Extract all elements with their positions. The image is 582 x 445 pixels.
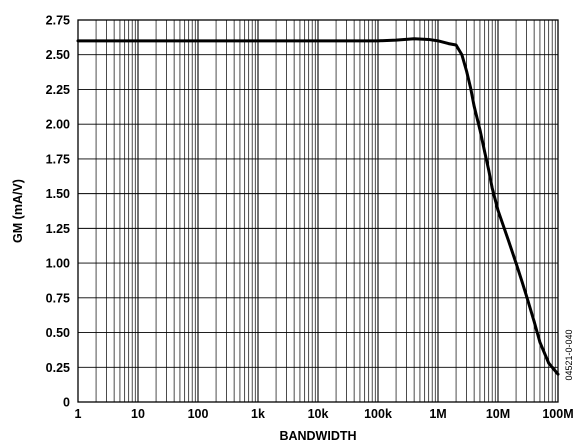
y-tick-label: 1.50 [46,187,70,201]
y-tick-label: 1.25 [46,222,70,236]
y-tick-label: 1.00 [46,257,70,271]
y-tick-label: 2.25 [46,83,70,97]
x-tick-label: 10M [486,407,510,421]
plot-frame [77,19,559,403]
x-tick-label: 10 [131,407,145,421]
y-tick-label: 0.25 [46,361,70,375]
figure-id-note: 04521-0-040 [564,329,574,380]
x-axis-ticks: 1 10 100 1k 10k 100k 1M 10M 100M [75,407,574,421]
x-axis-title: BANDWIDTH [279,429,356,443]
series-line [76,37,560,376]
y-tick-label: 2.50 [46,48,70,62]
x-tick-label: 10k [308,407,329,421]
x-tick-label: 100k [364,407,392,421]
y-tick-label: 2.75 [46,14,70,28]
x-tick-label: 1 [75,407,82,421]
y-tick-label: 0.75 [46,291,70,305]
x-tick-label: 1k [251,407,265,421]
y-tick-label: 0 [63,396,70,410]
grid [78,20,558,402]
y-tick-label: 1.75 [46,152,70,166]
x-tick-label: 100 [188,407,209,421]
y-tick-label: 0.50 [46,326,70,340]
y-axis-title: GM (mA/V) [11,179,25,243]
x-tick-label: 100M [542,407,573,421]
y-tick-label: 2.00 [46,118,70,132]
y-axis-ticks: 0 0.25 0.50 0.75 1.00 1.25 1.50 1.75 2.00 2.25 2.5… [46,14,70,410]
x-tick-label: 1M [429,407,446,421]
